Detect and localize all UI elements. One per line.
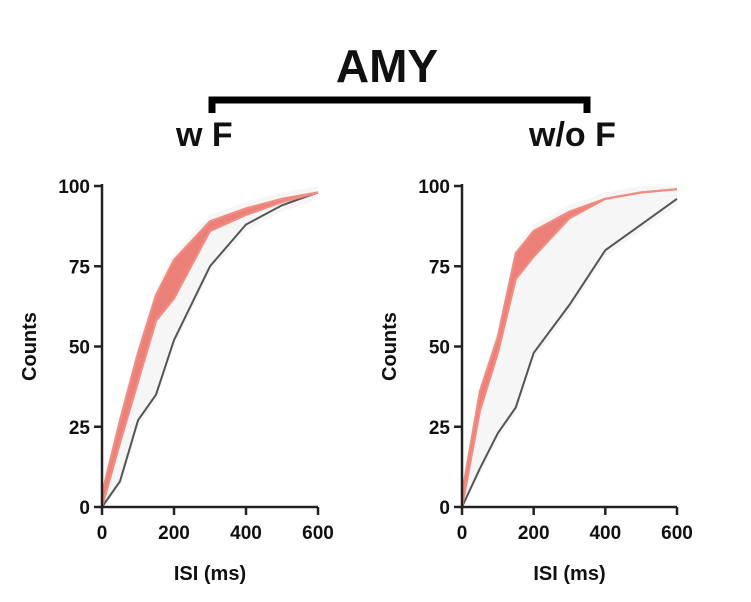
y-tick-label: 25 — [429, 418, 451, 439]
comparison-bracket — [208, 96, 591, 113]
x-tick-label: 200 — [158, 523, 190, 544]
series-line-control — [101, 191, 319, 508]
x-tick-label: 0 — [97, 523, 108, 544]
series-line-red-upper — [100, 191, 319, 495]
chart-panel-without-f: 0 25 50 75 100 0 200 400 600 ISI (ms) Counts — [379, 177, 693, 585]
y-tick-label: 100 — [58, 177, 90, 198]
chart-panel-with-f: 0 25 50 75 100 0 200 400 600 ISI (ms) Counts — [19, 177, 334, 585]
y-tick-label: 75 — [69, 257, 91, 278]
y-tick-label: 50 — [429, 338, 450, 359]
red-band — [462, 189, 677, 507]
group-label-without-f: w/o F — [528, 116, 616, 154]
y-axis-title: Counts — [379, 312, 401, 381]
x-axis-title: ISI (ms) — [533, 563, 605, 585]
figure-title: AMY — [336, 40, 438, 92]
red-band — [102, 192, 318, 508]
x-tick-label: 600 — [661, 523, 693, 544]
y-axis-title: Counts — [19, 312, 41, 381]
y-tick-label: 0 — [439, 498, 450, 519]
y-tick-label: 75 — [429, 257, 451, 278]
x-tick-label: 400 — [589, 523, 621, 544]
y-tick-label: 0 — [79, 498, 90, 519]
y-tick-label: 50 — [69, 338, 90, 359]
x-axis-title: ISI (ms) — [174, 563, 246, 585]
x-tick-label: 200 — [518, 523, 550, 544]
x-tick-label: 600 — [302, 523, 334, 544]
series-line-red-lower — [460, 188, 678, 508]
series-line-red-lower — [100, 191, 319, 508]
y-tick-label: 100 — [418, 177, 450, 198]
confidence-shade — [102, 186, 318, 507]
series-line-control — [461, 198, 678, 508]
x-tick-label: 0 — [457, 523, 468, 544]
group-label-with-f: w F — [175, 116, 233, 154]
x-tick-label: 400 — [230, 523, 262, 544]
y-tick-label: 25 — [69, 418, 91, 439]
